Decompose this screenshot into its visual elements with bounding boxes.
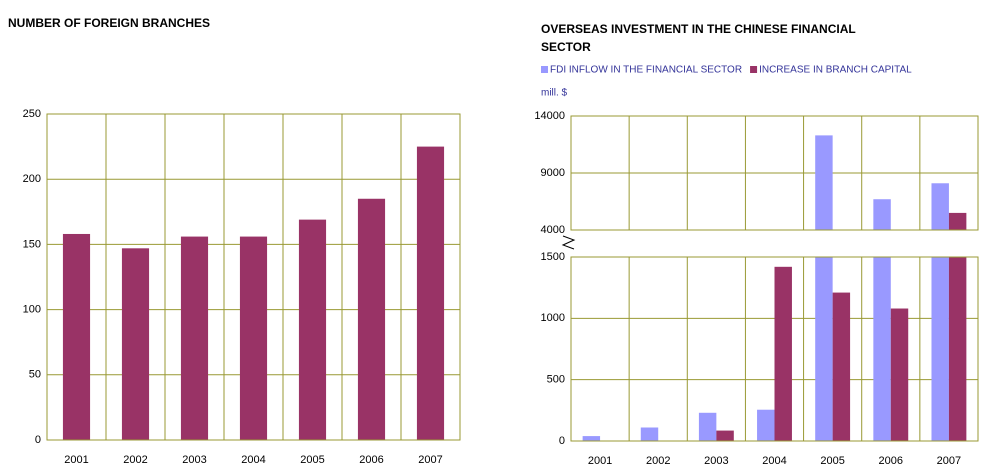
bar [416, 146, 445, 440]
bar [757, 409, 775, 441]
title-line: SECTOR [541, 40, 591, 54]
bar-segment [832, 292, 851, 441]
y-axis-label: mill. $ [541, 88, 568, 99]
bar-segment [890, 308, 909, 441]
bar-segment [774, 266, 792, 441]
bar-segment [815, 257, 833, 441]
bar [62, 233, 91, 440]
y-tick-label: 4000 [541, 224, 565, 236]
bar-segment [582, 436, 601, 441]
bar-segment [640, 427, 659, 441]
x-tick-label: 2002 [123, 454, 147, 466]
bar [357, 198, 386, 440]
y-tick-label: 50 [29, 369, 41, 381]
bar [832, 292, 851, 441]
bar [948, 212, 967, 441]
bar-segment [931, 257, 949, 441]
legend-swatch [541, 66, 548, 73]
x-tick-label: 2005 [300, 454, 324, 466]
bar [698, 412, 717, 441]
x-tick-label: 2001 [64, 454, 88, 466]
bar [239, 236, 268, 440]
legend-swatch [750, 66, 758, 73]
bar-segment [873, 257, 891, 441]
y-tick-label: 0 [559, 435, 565, 447]
x-tick-label: 2005 [820, 455, 844, 466]
x-tick-label: 2002 [646, 455, 670, 466]
bar [640, 427, 659, 441]
bar [890, 308, 909, 441]
bar [298, 219, 327, 440]
y-tick-label: 14000 [534, 110, 565, 122]
bar [716, 430, 734, 441]
x-tick-label: 2004 [762, 455, 786, 466]
bar-segment [873, 199, 891, 230]
x-tick-label: 2003 [704, 455, 728, 466]
x-tick-label: 2006 [359, 454, 383, 466]
y-tick-label: 150 [23, 238, 41, 250]
bar [582, 436, 601, 441]
axis-break [561, 235, 576, 250]
bar [121, 248, 150, 440]
bar [815, 135, 833, 441]
bar-segment [698, 412, 717, 441]
chart-title: OVERSEAS INVESTMENT IN THE CHINESE FINAN… [541, 22, 856, 54]
title-line: OVERSEAS INVESTMENT IN THE CHINESE FINAN… [541, 22, 856, 36]
y-tick-label: 1500 [541, 251, 565, 263]
chart-title: NUMBER OF FOREIGN BRANCHES [8, 16, 210, 30]
bar-segment [948, 257, 967, 441]
y-tick-label: 200 [23, 173, 41, 185]
bar-segment [757, 409, 775, 441]
plot-frame [46, 113, 461, 441]
plot-frame [570, 256, 979, 442]
y-tick-label: 250 [23, 108, 41, 120]
y-tick-label: 9000 [541, 167, 565, 179]
x-tick-label: 2007 [937, 455, 961, 466]
bar [931, 183, 949, 441]
y-tick-label: 500 [547, 374, 565, 386]
y-tick-label: 0 [35, 434, 41, 446]
bar [873, 199, 891, 441]
legend-label: FDI INFLOW IN THE FINANCIAL SECTOR [550, 65, 742, 76]
x-tick-label: 2003 [182, 454, 206, 466]
x-tick-label: 2006 [879, 455, 903, 466]
bar-segment [931, 183, 949, 230]
bar [774, 266, 792, 441]
bar-segment [948, 212, 967, 230]
plot-frame [570, 115, 979, 231]
bar [180, 236, 209, 440]
y-tick-label: 1000 [541, 312, 565, 324]
bar-segment [815, 135, 833, 230]
legend-label: INCREASE IN BRANCH CAPITAL [759, 65, 912, 76]
x-tick-label: 2004 [241, 454, 265, 466]
y-tick-label: 100 [23, 304, 41, 316]
bar-segment [716, 430, 734, 441]
x-tick-label: 2007 [418, 454, 442, 466]
x-tick-label: 2001 [588, 455, 612, 466]
